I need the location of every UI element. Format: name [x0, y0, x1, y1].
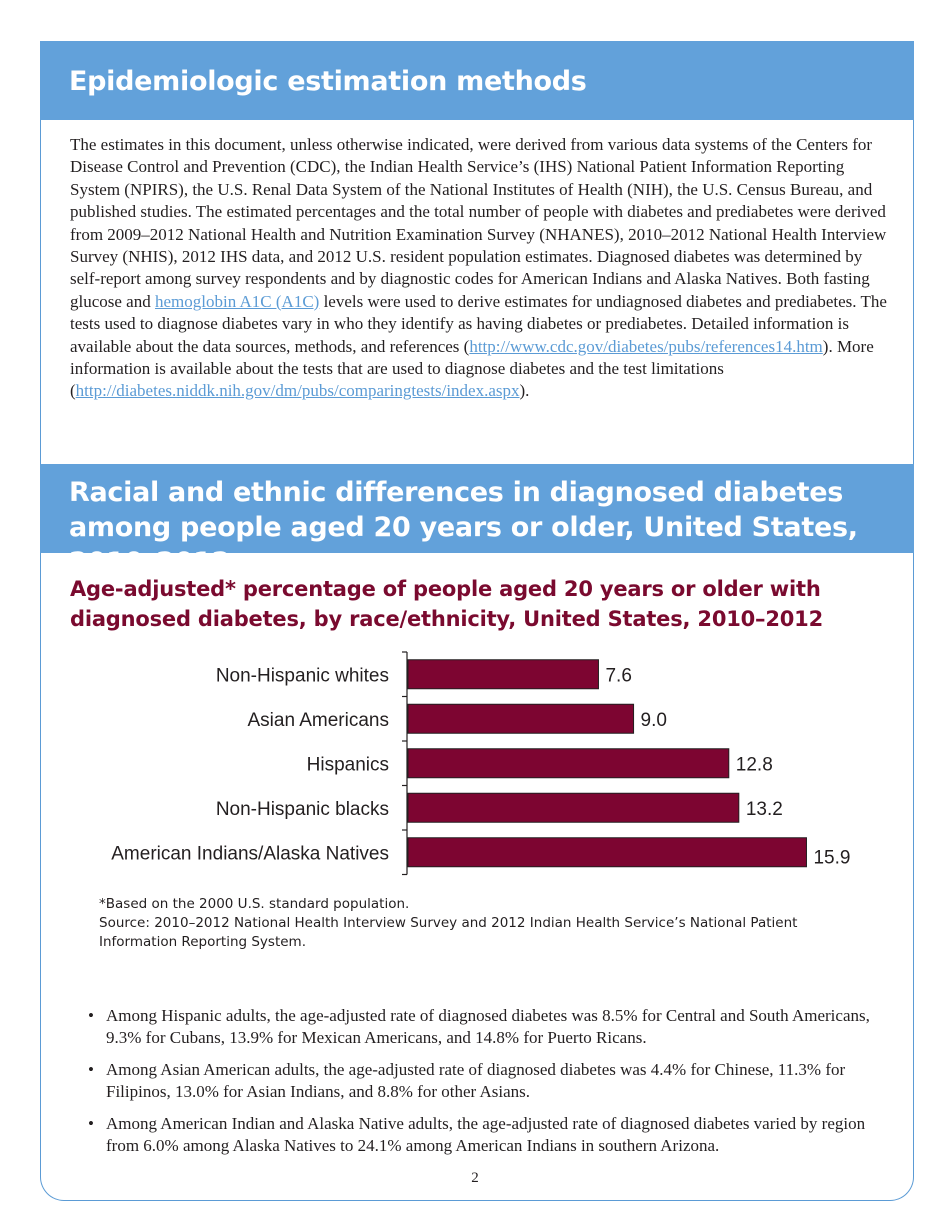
category-label: American Indians/Alaska Natives [111, 843, 389, 864]
list-item: • Among American Indian and Alaska Native… [88, 1113, 888, 1158]
bar-2 [407, 703, 635, 734]
methods-banner: Epidemiologic estimation methods [40, 41, 914, 120]
bar-4 [407, 792, 740, 823]
bar-3 [407, 748, 730, 779]
data-label: 9.0 [641, 710, 667, 731]
page-number: 2 [471, 1170, 479, 1186]
findings-list: • Among Hispanic adults, the age-adjusted… [88, 1005, 888, 1166]
category-label: Non-Hispanic whites [216, 665, 389, 686]
data-label: 15.9 [813, 847, 850, 868]
bullet-icon: • [88, 1059, 94, 1079]
chart-footnote: *Based on the 2000 U.S. standard populat… [99, 895, 879, 952]
methods-paragraph: The estimates in this document, unless o… [70, 134, 890, 403]
methods-text: The estimates in this document, unless o… [70, 135, 887, 311]
list-item-text: Among American Indian and Alaska Native … [106, 1113, 866, 1156]
bar-5 [407, 837, 807, 868]
list-item-text: Among Hispanic adults, the age-adjusted … [106, 1006, 870, 1048]
references-link[interactable]: http://www.cdc.gov/diabetes/pubs/referen… [469, 336, 823, 356]
category-label: Asian Americans [247, 710, 389, 731]
differences-heading: Racial and ethnic differences in diagnos… [69, 477, 858, 578]
methods-text: ). [519, 381, 530, 401]
data-label: 12.8 [736, 754, 773, 775]
category-label: Hispanics [307, 754, 389, 775]
a1c-link[interactable]: hemoglobin A1C (A1C) [154, 291, 320, 311]
category-label: Non-Hispanic blacks [216, 799, 389, 820]
list-item-text: Among Asian American adults, the age-adj… [106, 1059, 846, 1102]
footnote-source: Source: 2010–2012 National Health Interv… [99, 915, 798, 950]
chart-title: Age-adjusted* percentage of people aged … [70, 577, 823, 631]
data-label: 7.6 [605, 665, 631, 686]
list-item: • Among Asian American adults, the age-ad… [88, 1059, 888, 1104]
methods-text: levels were used to derive estimates for… [70, 291, 887, 356]
bullet-icon: • [88, 1113, 94, 1133]
list-item: • Among Hispanic adults, the age-adjusted… [88, 1005, 888, 1050]
footnote-standard-population: *Based on the 2000 U.S. standard populat… [99, 896, 410, 912]
diabetes-bar-chart: Non-Hispanic whites 7.6 Asian Americans 9.0… [111, 651, 850, 876]
methods-heading: Epidemiologic estimation methods [69, 66, 587, 97]
page-frame [40, 41, 914, 1201]
bar-1 [407, 659, 599, 690]
differences-banner: Racial and ethnic differences in diagnos… [40, 464, 914, 578]
data-label: 13.2 [746, 799, 783, 820]
methods-text: ). More information is available about t… [70, 336, 874, 401]
bullet-icon: • [88, 1006, 94, 1025]
comparing-tests-link[interactable]: http://diabetes.niddk.nih.gov/dm/pubs/co… [75, 381, 520, 401]
